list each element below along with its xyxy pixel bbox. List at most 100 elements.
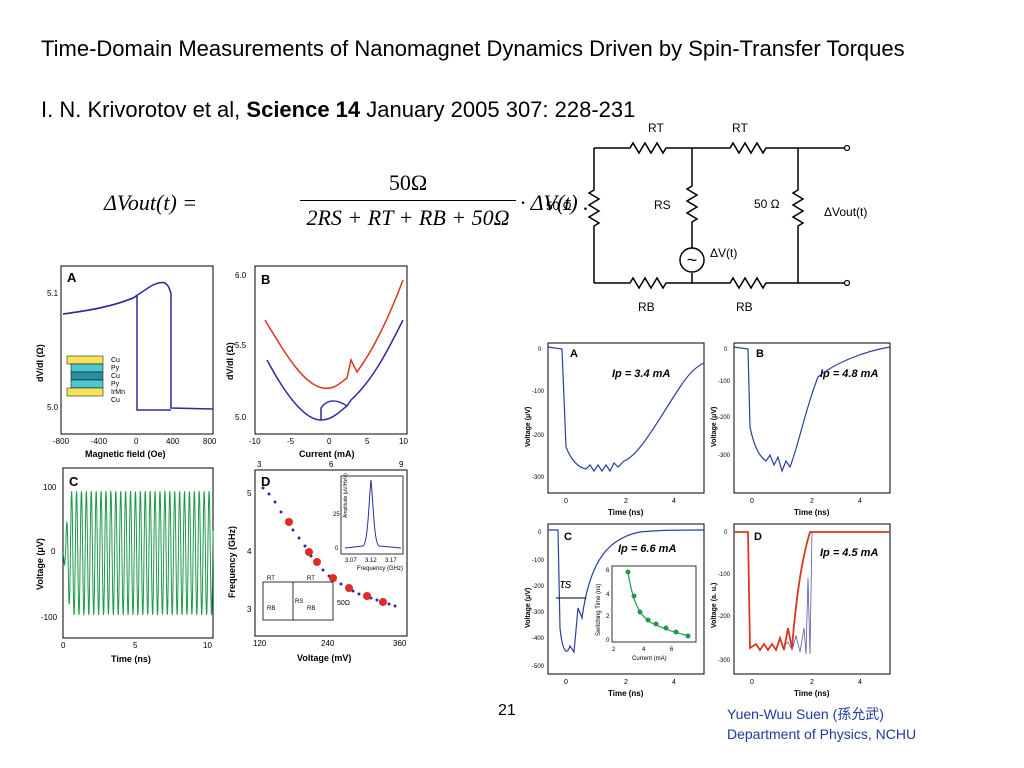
trace-b-ytick: -300	[718, 453, 731, 459]
rb-label-left: RB	[638, 300, 655, 314]
figure-c-letter: C	[69, 474, 79, 489]
trace-a-ytick: -300	[532, 475, 545, 481]
inset-ylabel: Amplitude (μV/Hz½)	[342, 473, 349, 518]
trace-c-ytick: -200	[532, 584, 545, 590]
figure-b-letter: B	[261, 272, 270, 287]
trace-a-ytick: 0	[538, 347, 542, 353]
trace-a-xlabel: Time (ns)	[608, 508, 644, 517]
figure-a-xtick: 400	[166, 437, 180, 446]
figure-d-letter: D	[261, 474, 270, 489]
rt-label-right: RT	[732, 121, 748, 135]
footer-department: Department of Physics, NCHU	[727, 726, 917, 742]
figure-b-ytick: 5.5	[235, 341, 247, 350]
rb-label-right: RB	[736, 300, 753, 314]
ac-source-symbol: ~	[687, 250, 698, 270]
mini-rb: RB	[267, 606, 275, 612]
output-label: ΔVout(t)	[824, 205, 867, 219]
figure-d-xtick: 360	[393, 639, 407, 648]
trace-b-xtick: 4	[858, 498, 862, 505]
mini-circuit	[262, 581, 334, 621]
trace-a-ylabel: Voltage (μV)	[525, 407, 532, 447]
figure-d-ytick: 4	[247, 547, 252, 556]
figure-b-xtick: -5	[287, 437, 295, 446]
figure-c-xtick: 5	[133, 641, 138, 650]
citation-suffix: January 2005 307: 228-231	[360, 97, 636, 122]
trace-b-ytick: -200	[718, 415, 731, 421]
figure-a-xlabel: Magnetic field (Oe)	[85, 449, 166, 459]
inset-ylabel: Switching Time (ns)	[596, 584, 602, 636]
trace-b-xtick: 2	[810, 498, 814, 505]
trace-c: C Ip = 6.6 mA τs 2 4 6 Current (mA) Swit…	[525, 523, 705, 698]
footer-credit: Yuen-Wuu Suen (孫允武) Department of Physic…	[727, 704, 916, 744]
figure-d-xlabel: Voltage (mV)	[297, 653, 351, 663]
inset-ytick: 4	[606, 592, 610, 598]
inset-xlabel: Current (mA)	[632, 656, 667, 662]
figure-a-xtick: -800	[53, 437, 70, 446]
trace-a-xtick: 0	[564, 498, 568, 505]
citation: I. N. Krivorotov et al, Science 14 Janua…	[41, 95, 635, 124]
trace-b-xtick: 0	[750, 498, 754, 505]
inset-xtick: 3.12	[365, 558, 377, 564]
trace-d-xlabel: Time (ns)	[794, 689, 830, 698]
trace-d-ytick: 0	[724, 530, 728, 536]
layer-label-4: Py	[111, 381, 120, 388]
trace-d: D Ip = 4.5 mA 0 -100 -200 -300 0 2 4 Tim…	[711, 523, 891, 698]
inset-ytick: 6	[606, 568, 610, 574]
trace-d-ytick: -200	[718, 614, 731, 620]
trace-d-xtick: 2	[810, 679, 814, 686]
figure-c-ytick: 100	[43, 483, 57, 492]
figure-d: 3 6 9 D 3.07 3.12 3.17 Frequency (GHz) A…	[227, 460, 408, 663]
tau-label: τs	[560, 576, 572, 591]
trace-c-ytick: -300	[532, 610, 545, 616]
figure-d-toptick: 3	[257, 460, 262, 469]
inset-xtick: 4	[642, 647, 646, 653]
mini-rb: RB	[307, 606, 315, 612]
figure-b-xlabel: Current (mA)	[299, 449, 355, 459]
trace-c-current: Ip = 6.6 mA	[618, 543, 676, 555]
figure-b-ylabel: dV/dI (Ω)	[225, 342, 235, 380]
figure-a-ytick: 5.0	[47, 403, 59, 412]
trace-b-current: Ip = 4.8 mA	[820, 368, 878, 380]
equation-denominator: 2RS + RT + RB + 50Ω	[306, 205, 510, 230]
figure-b-ytick: 5.0	[235, 413, 247, 422]
load-left-label: 50 Ω	[546, 199, 572, 213]
trace-b-ytick: 0	[724, 347, 728, 353]
footer-author-name: Yuen-Wuu Suen (孫允武)	[727, 706, 884, 722]
figure-a-xtick: -400	[91, 437, 108, 446]
trace-d-ytick: -300	[718, 658, 731, 664]
figure-c-ylabel: Voltage (μV)	[35, 538, 45, 590]
trace-c-xtick: 0	[564, 679, 568, 686]
figure-d-ytick: 3	[247, 605, 252, 614]
trace-b-letter: B	[756, 348, 764, 360]
trace-c-ytick: -100	[532, 558, 545, 564]
trace-b: B Ip = 4.8 mA 0 -100 -200 -300 0 2 4 Tim…	[711, 342, 891, 517]
layer-label-2: Py	[111, 365, 120, 372]
figure-b: B 6.0 5.5 5.0 -10 -5 0 5 10 Current (mA)…	[225, 265, 408, 459]
figure-d-toptick: 6	[329, 460, 334, 469]
trace-b-xlabel: Time (ns)	[794, 508, 830, 517]
figure-a-xtick: 0	[134, 437, 139, 446]
trace-c-ytick: -400	[532, 636, 545, 642]
trace-a-ytick: -200	[532, 433, 545, 439]
trace-d-ylabel: Voltage (a. u.)	[711, 583, 718, 628]
load-right-label: 50 Ω	[754, 197, 780, 211]
figure-b-xtick: -10	[249, 437, 261, 446]
trace-d-current: Ip = 4.5 mA	[820, 547, 878, 559]
figure-b-xtick: 5	[365, 437, 370, 446]
figure-c-ytick: -100	[41, 613, 58, 622]
inset-xtick: 3.17	[385, 558, 397, 564]
trace-c-ytick: 0	[538, 530, 542, 536]
trace-a-ytick: -100	[532, 389, 545, 395]
trace-d-xtick: 4	[858, 679, 862, 686]
figure-c-xtick: 0	[61, 641, 66, 650]
trace-d-ytick: -100	[718, 572, 731, 578]
inset-ytick: 0	[335, 546, 339, 552]
trace-c-xtick: 2	[624, 679, 628, 686]
trace-d-xtick: 0	[750, 679, 754, 686]
citation-authors: I. N. Krivorotov et al,	[41, 97, 247, 122]
figure-c: C 100 0 -100 0 5 10 Time (ns) Voltage (μ…	[35, 467, 214, 664]
inset-xtick: 2	[612, 647, 616, 653]
inset-xtick: 6	[670, 647, 674, 653]
trace-a: A Ip = 3.4 mA 0 -100 -200 -300 0 2 4 Tim…	[525, 342, 705, 517]
mini-rt: RT	[267, 576, 275, 582]
